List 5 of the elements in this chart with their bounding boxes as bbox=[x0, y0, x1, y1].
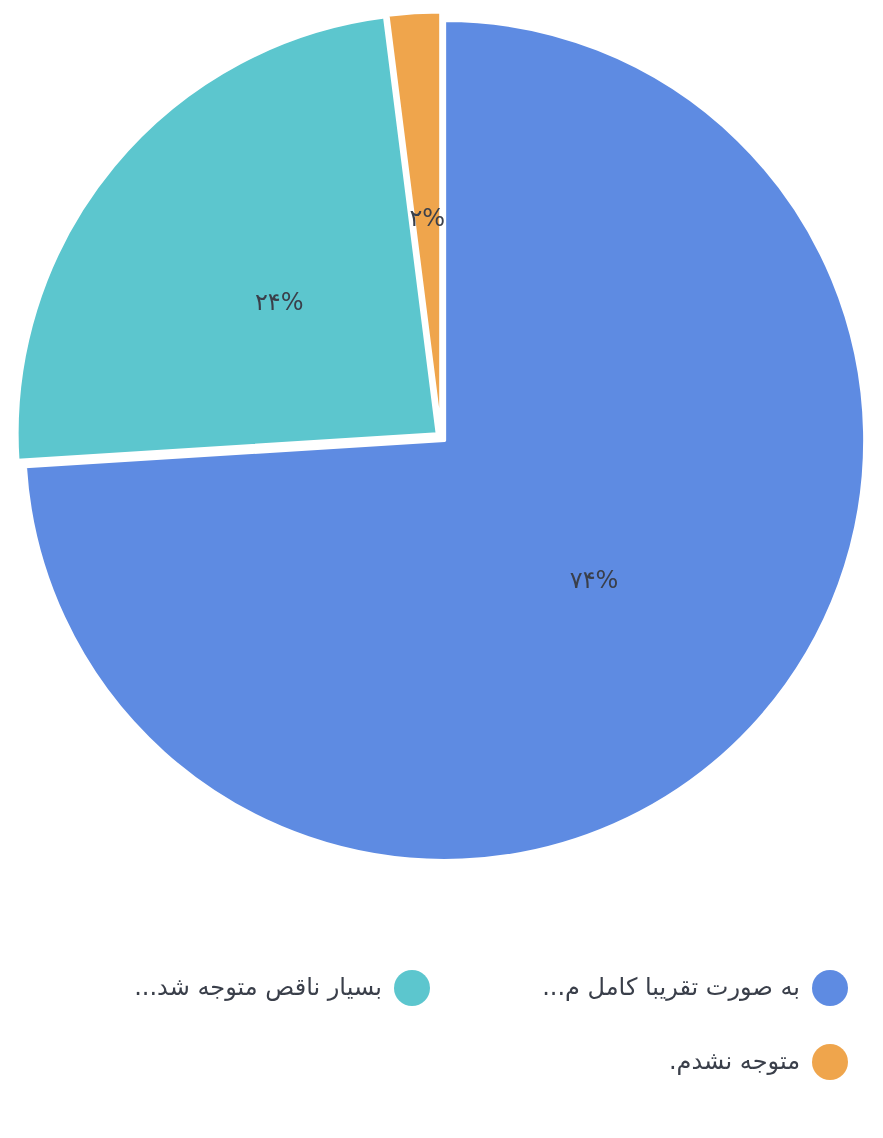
legend-label: به صورت تقریبا کامل م... bbox=[542, 973, 800, 1001]
legend-label: بسیار ناقص متوجه شد... bbox=[134, 973, 382, 1001]
data-label: ۷۴% bbox=[569, 565, 619, 594]
legend-label: متوجه نشدم. bbox=[668, 1047, 800, 1075]
data-label: ۲۴% bbox=[254, 288, 304, 317]
